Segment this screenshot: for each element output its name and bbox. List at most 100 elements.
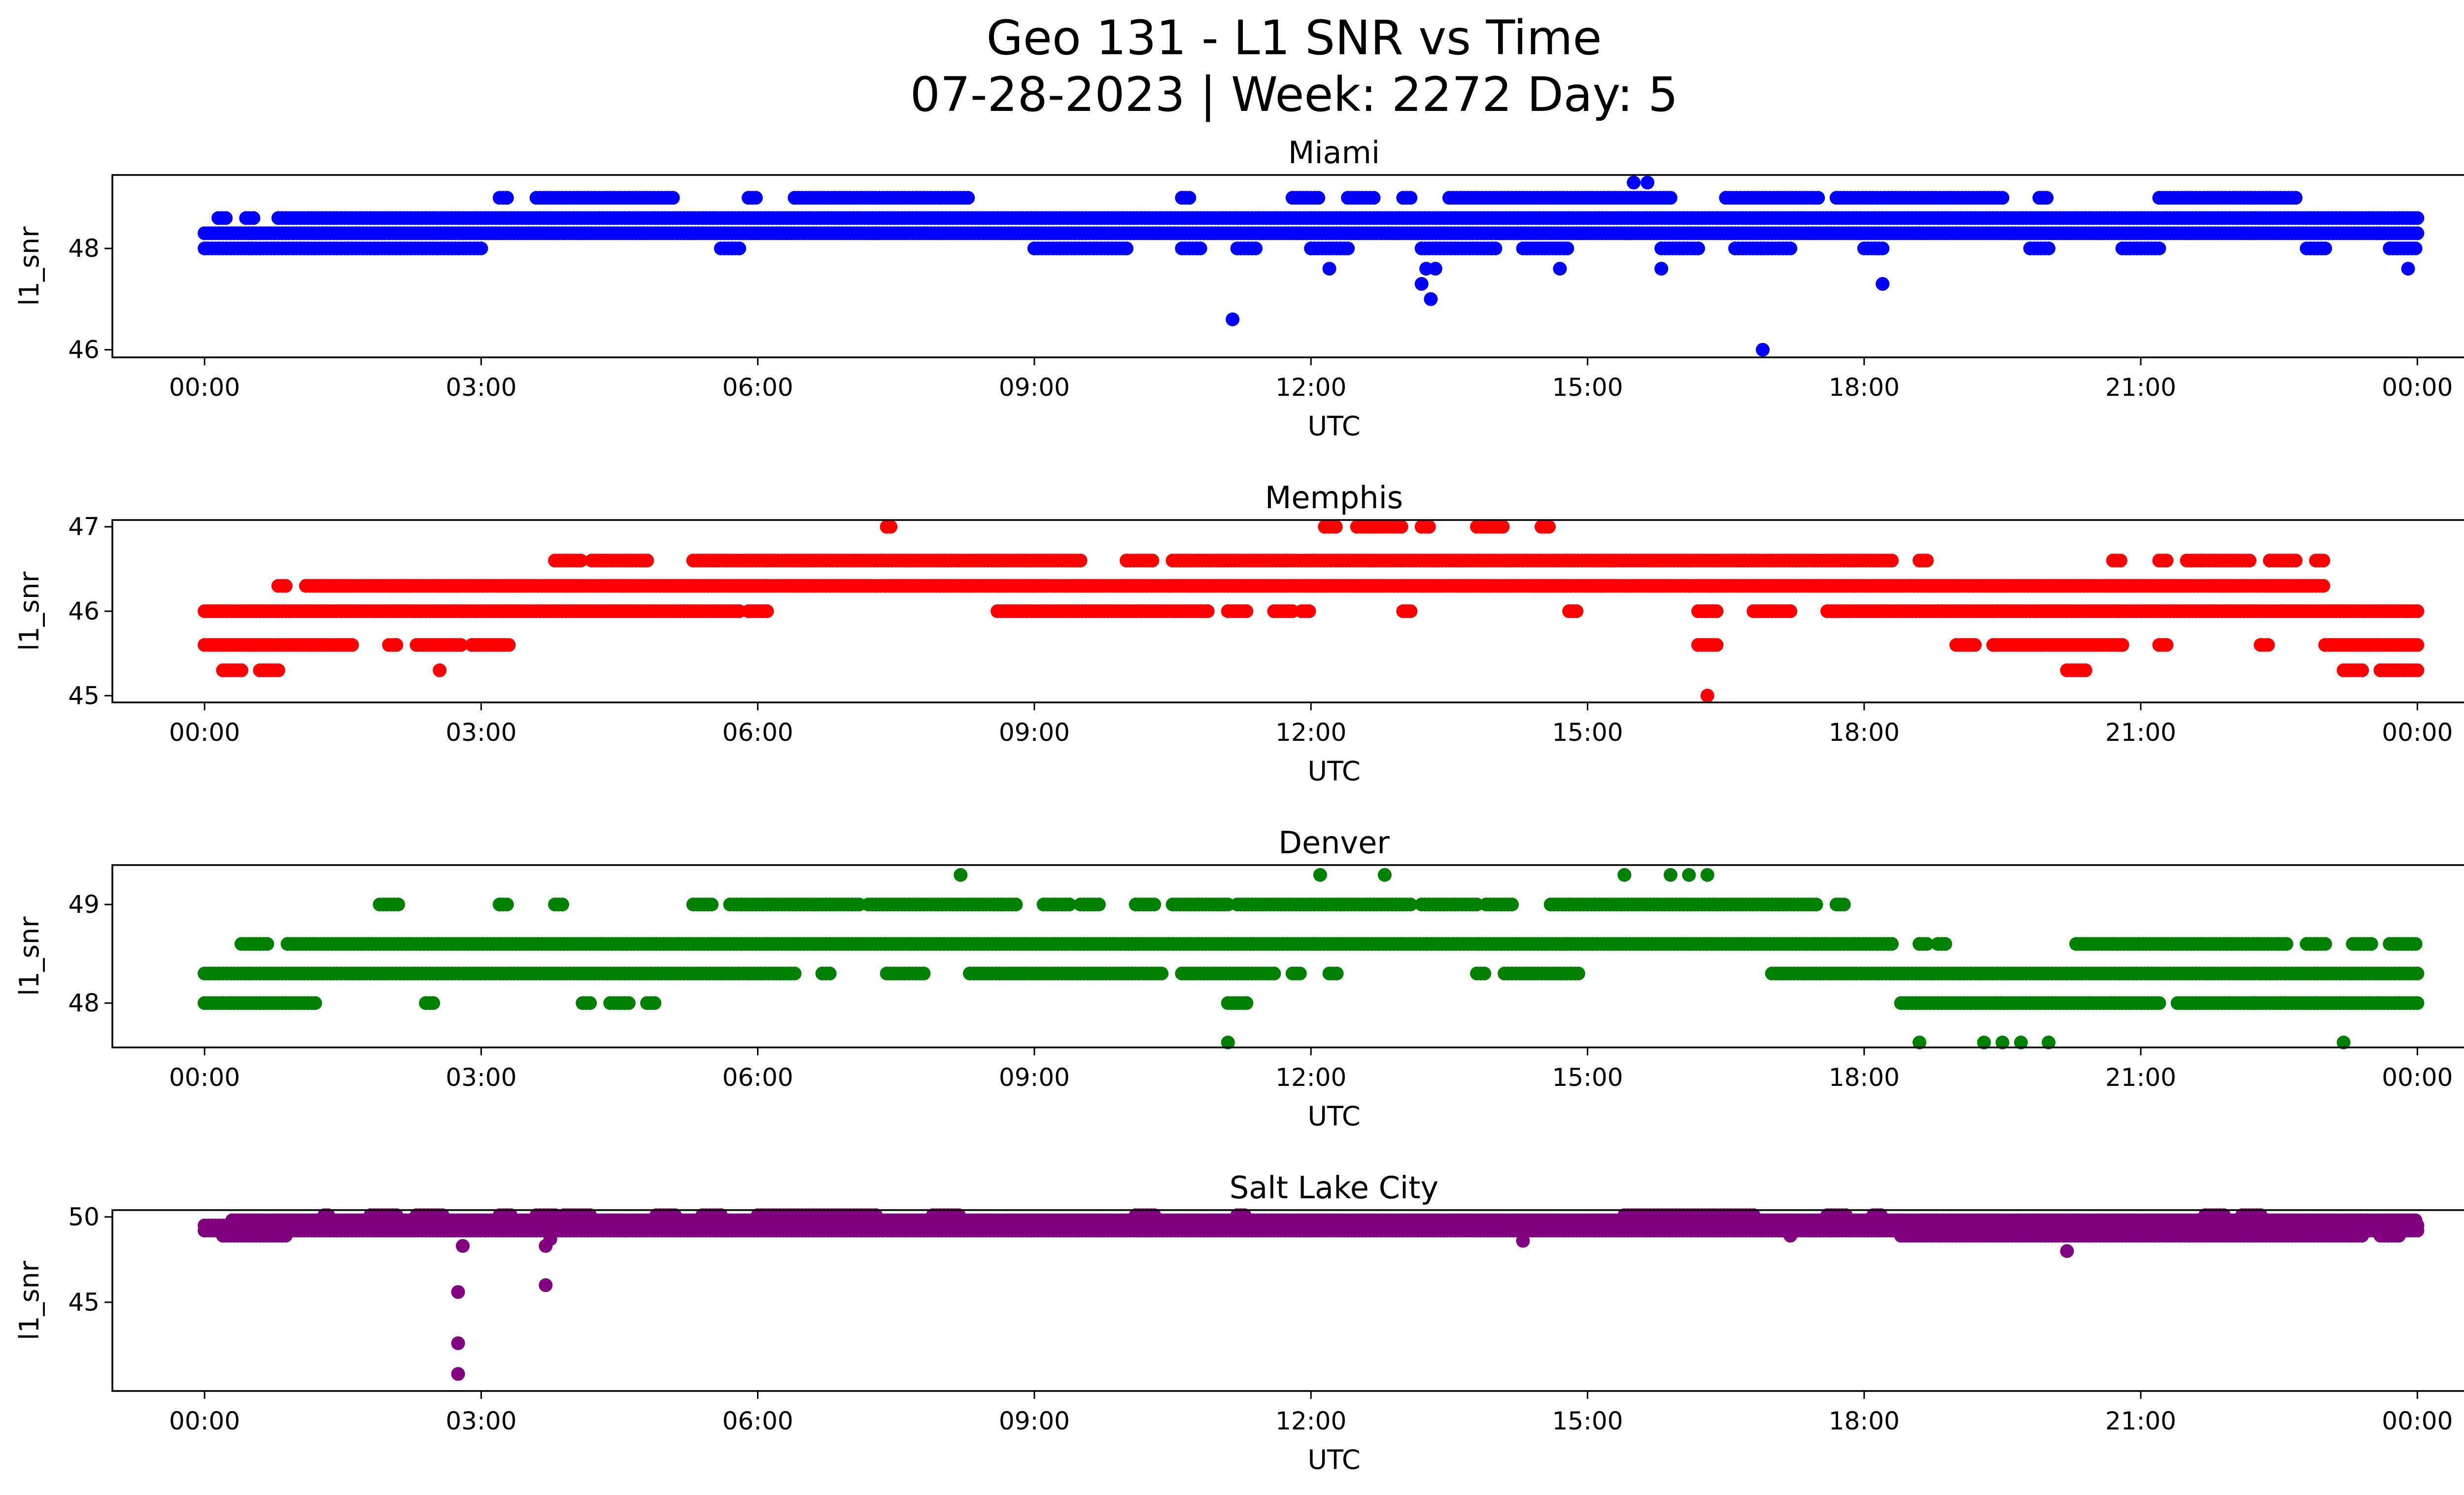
data-point xyxy=(474,242,488,255)
data-point xyxy=(1560,242,1574,255)
data-point xyxy=(502,638,516,652)
data-point xyxy=(621,996,636,1010)
y-tick-label: 46 xyxy=(68,336,100,364)
x-tick-label: 12:00 xyxy=(1275,718,1346,747)
data-point xyxy=(1367,191,1381,205)
data-point xyxy=(2410,604,2425,618)
data-point xyxy=(1302,604,1316,618)
data-point xyxy=(2159,638,2174,652)
data-point xyxy=(1428,262,1442,276)
data-point xyxy=(1553,262,1567,276)
data-point xyxy=(2113,554,2127,568)
data-point xyxy=(1913,1036,1926,1049)
data-point xyxy=(1221,1036,1235,1049)
data-point xyxy=(2401,262,2415,276)
data-point xyxy=(2159,554,2174,568)
data-point xyxy=(1627,175,1641,190)
subplot-title: Denver xyxy=(1278,825,1390,861)
data-point xyxy=(648,996,662,1010)
data-point xyxy=(1147,898,1162,911)
data-point xyxy=(1193,242,1207,255)
axes-frame xyxy=(111,174,2464,358)
data-point xyxy=(1884,554,1899,568)
data-point xyxy=(1249,242,1263,255)
data-point xyxy=(308,996,322,1010)
data-point xyxy=(1811,191,1825,205)
data-point xyxy=(500,898,514,911)
data-point xyxy=(1267,967,1281,980)
subplot-1: 00:00 03:00 06:00 09:00 12:00 15:00 18:00 21:00… xyxy=(14,480,2464,787)
x-axis-label: UTC xyxy=(1307,1101,1360,1132)
x-tick-label: 06:00 xyxy=(722,373,793,402)
x-axis-label: UTC xyxy=(1307,411,1360,442)
data-point xyxy=(1876,277,1890,291)
data-point xyxy=(1700,868,1714,882)
data-point xyxy=(1617,868,1632,882)
data-point xyxy=(1837,898,1851,911)
data-point xyxy=(234,663,248,677)
subplot-3: 00:00 03:00 06:00 09:00 12:00 15:00 18:00 21:00… xyxy=(14,1170,2464,1475)
data-point xyxy=(555,898,569,911)
data-point xyxy=(246,211,261,225)
data-point xyxy=(1226,312,1240,326)
data-point xyxy=(2042,242,2055,255)
data-point xyxy=(2410,663,2425,677)
data-point xyxy=(822,967,837,980)
data-point xyxy=(1641,175,1655,190)
x-tick-label: 00:00 xyxy=(2382,718,2453,747)
chart-subtitle: 07-28-2023 | Week: 2272 Day: 5 xyxy=(910,67,1678,123)
data-point xyxy=(1403,604,1418,618)
data-point xyxy=(2279,937,2293,951)
data-points xyxy=(198,175,2425,357)
data-point xyxy=(1313,868,1327,882)
data-point xyxy=(1682,868,1696,882)
data-point xyxy=(705,898,719,911)
x-axis-label: UTC xyxy=(1307,756,1360,787)
data-point xyxy=(1920,554,1934,568)
data-point xyxy=(2355,663,2369,677)
x-tick-label: 00:00 xyxy=(169,1063,240,1092)
y-tick-label: 49 xyxy=(68,890,100,919)
data-point xyxy=(583,996,597,1010)
data-point xyxy=(1654,262,1669,276)
data-point xyxy=(1809,898,1823,911)
y-tick-label: 46 xyxy=(68,597,100,626)
data-point xyxy=(1571,967,1585,980)
data-point xyxy=(1403,898,1418,911)
data-point xyxy=(260,937,274,951)
x-tick-label: 06:00 xyxy=(722,718,793,747)
x-tick-label: 00:00 xyxy=(2382,373,2453,402)
data-point xyxy=(640,554,654,568)
data-point xyxy=(278,579,293,593)
x-tick-label: 21:00 xyxy=(2105,718,2176,747)
data-point xyxy=(1422,520,1436,534)
x-tick-label: 15:00 xyxy=(1552,1063,1623,1092)
x-tick-label: 03:00 xyxy=(445,373,516,402)
data-point xyxy=(2410,211,2425,225)
data-point xyxy=(1062,898,1076,911)
data-point xyxy=(454,638,468,652)
data-point xyxy=(760,604,774,618)
data-point xyxy=(574,554,588,568)
data-point xyxy=(1322,262,1336,276)
data-point xyxy=(2318,937,2332,951)
data-point xyxy=(1977,1036,1991,1049)
data-point xyxy=(1488,242,1503,255)
x-tick-label: 21:00 xyxy=(2105,373,2176,402)
data-point xyxy=(1710,638,1724,652)
data-point xyxy=(1293,967,1307,980)
data-point xyxy=(917,967,931,980)
x-tick-label: 21:00 xyxy=(2105,1063,2176,1092)
x-tick-label: 09:00 xyxy=(999,373,1070,402)
data-point xyxy=(1477,967,1491,980)
data-point xyxy=(2261,638,2275,652)
y-tick-label: 45 xyxy=(68,681,100,710)
x-tick-label: 03:00 xyxy=(445,718,516,747)
data-point xyxy=(2242,554,2257,568)
x-tick-label: 00:00 xyxy=(169,373,240,402)
data-point xyxy=(1876,242,1890,255)
data-point xyxy=(2289,554,2303,568)
data-point xyxy=(2318,242,2332,255)
y-tick-label: 47 xyxy=(68,513,100,541)
